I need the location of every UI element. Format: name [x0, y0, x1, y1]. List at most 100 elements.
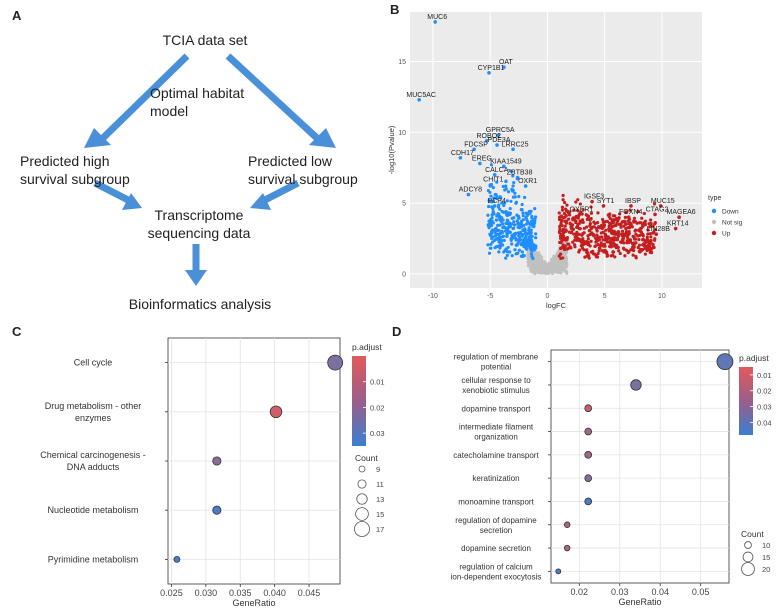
volcano-point-down [533, 207, 537, 211]
volcano-point-down [499, 241, 503, 245]
volcano-point-down [497, 235, 502, 239]
volcano-point-down [502, 250, 506, 254]
flow-top-text: TCIA data set [162, 32, 248, 48]
volcano-point-up [575, 225, 579, 230]
volcano-labeled-point [492, 172, 497, 177]
volcano-point-down [518, 223, 523, 228]
volcano-point-up [626, 235, 630, 240]
volcano-point-up [582, 231, 586, 235]
kegg-category-label: DNA adducts [67, 462, 120, 472]
volcano-point-down [519, 208, 523, 212]
kegg-x-tick-label: 0.025 [160, 588, 183, 598]
volcano-point-down [500, 201, 504, 205]
volcano-labeled-point [590, 199, 594, 204]
arrow-right-middle [250, 179, 300, 210]
kegg-color-legend-title: p.adjust [352, 342, 382, 352]
volcano-point-down [489, 246, 493, 250]
volcano-point-up [641, 224, 645, 228]
volcano-point-up [617, 230, 621, 234]
volcano-labeled-point [577, 212, 582, 217]
volcano-point-up [591, 252, 596, 256]
volcano-point-down [523, 227, 527, 231]
volcano-point-up [559, 214, 564, 218]
volcano-labeled-point [492, 204, 497, 208]
volcano-point-up [596, 251, 600, 256]
volcano-point-label: OXER1 [570, 206, 594, 213]
volcano-point-down [504, 187, 508, 191]
volcano-point-up [572, 243, 577, 247]
kegg-size-legend-circle [357, 479, 367, 489]
volcano-point-label: CALCA [485, 167, 509, 174]
volcano-point-notsig [537, 263, 542, 267]
volcano-point-up [622, 232, 626, 236]
volcano-point-up [583, 255, 587, 259]
volcano-point-up [605, 240, 609, 244]
volcano-point-up [642, 221, 646, 225]
go-color-bar-label: 0.04 [757, 418, 772, 427]
volcano-point-down [498, 195, 502, 199]
volcano-point-down [494, 237, 498, 242]
volcano-point-up [605, 254, 609, 258]
volcano-point-notsig [565, 262, 569, 267]
volcano-point-down [517, 248, 522, 252]
volcano-labeled-point [478, 161, 482, 166]
volcano-x-tick-label: -5 [487, 293, 493, 300]
volcano-point-label: KRT14 [667, 221, 689, 228]
volcano-point-label: GPRC5A [486, 127, 515, 134]
volcano-point-down [534, 232, 538, 236]
go-category-label: secretion [480, 526, 512, 535]
volcano-point-down [521, 214, 525, 218]
volcano-point-down [529, 243, 533, 247]
arrow-left-middle [93, 179, 142, 210]
go-category-label: catecholamine transport [453, 451, 539, 460]
volcano-point-up [613, 255, 617, 259]
volcano-point-label: SYT1 [597, 198, 615, 205]
volcano-point-up [636, 234, 640, 238]
volcano-point-up [602, 242, 607, 246]
volcano-point-up [601, 217, 605, 222]
volcano-point-down [518, 232, 522, 236]
volcano-point-up [572, 232, 576, 236]
volcano-point-down [505, 220, 509, 224]
volcano-point-down [498, 218, 502, 222]
volcano-point-up [558, 236, 563, 241]
volcano-point-up [649, 235, 653, 239]
volcano-point-up [563, 215, 567, 219]
volcano-point-up [593, 221, 597, 226]
volcano-point-down [499, 239, 504, 243]
volcano-point-down [497, 237, 501, 242]
volcano-point-up [630, 225, 634, 229]
volcano-point-down [524, 222, 528, 226]
volcano-point-down [513, 248, 517, 252]
volcano-labeled-point [658, 204, 663, 208]
volcano-point-down [509, 199, 513, 203]
go-category-label: xenobiotic stimulus [462, 386, 530, 395]
go-category-label: regulation of calcium [459, 562, 533, 571]
flow-right-text: Predicted low survival subgroup [248, 152, 358, 188]
volcano-point-up [588, 244, 592, 248]
volcano-point-notsig [552, 255, 556, 259]
volcano-point-label: PCP4 [488, 198, 506, 205]
volcano-point-down [501, 222, 505, 226]
flow-bottom-text: Bioinformatics analysis [128, 296, 272, 312]
volcano-labeled-point [673, 226, 678, 231]
volcano-point-up [573, 218, 577, 222]
volcano-point-down [491, 221, 495, 225]
flow-model-line-2: model [150, 103, 189, 119]
go-color-bar [739, 367, 753, 435]
volcano-point-up [641, 243, 645, 247]
volcano-point-up [652, 202, 657, 206]
volcano-point-up [642, 211, 646, 216]
volcano-point-up [559, 222, 563, 227]
volcano-point-up [646, 239, 650, 243]
volcano-point-up [562, 200, 567, 205]
volcano-point-notsig [541, 271, 545, 275]
go-x-tick-label: 0.05 [692, 587, 710, 597]
volcano-point-down [523, 232, 527, 236]
kegg-size-legend-label: 17 [376, 525, 384, 534]
volcano-point-up [620, 229, 625, 233]
flow-right-line-1: Predicted low [248, 153, 333, 169]
volcano-point-up [649, 222, 653, 226]
